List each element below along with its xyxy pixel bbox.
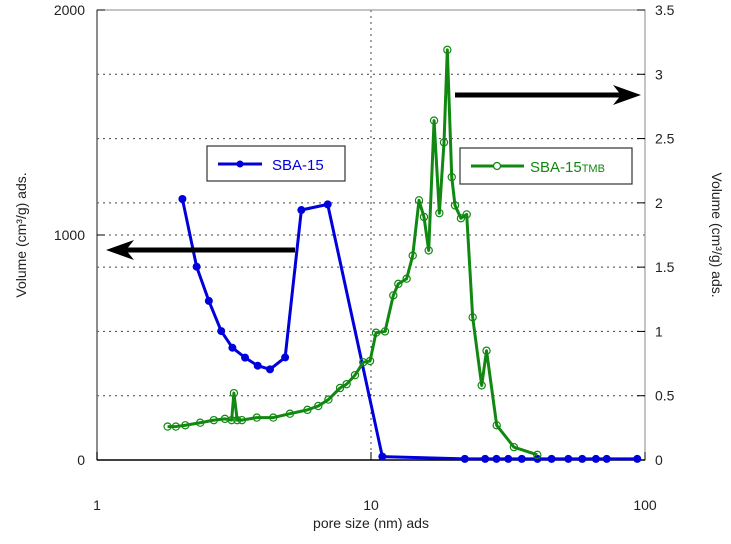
data-point — [227, 415, 236, 425]
data-point — [424, 246, 433, 255]
legend-label-sba15: SBA-15 — [272, 157, 324, 174]
data-point — [371, 328, 381, 337]
data-point — [468, 313, 477, 322]
data-point — [241, 353, 250, 362]
y-right-tick-label: 0.5 — [655, 388, 675, 404]
data-point — [419, 212, 429, 222]
data-point — [450, 201, 460, 210]
data-point — [481, 454, 490, 463]
data-point — [237, 415, 247, 425]
svg-text:SBA-15TMB: SBA-15TMB — [530, 159, 605, 176]
data-point — [456, 214, 466, 223]
data-point — [492, 454, 501, 463]
data-point — [443, 45, 452, 55]
y-right-tick-label: 1.5 — [655, 259, 675, 275]
data-point — [547, 454, 556, 463]
grid — [97, 10, 645, 460]
legend-label-suffix: TMB — [582, 163, 605, 175]
data-point — [303, 405, 312, 415]
left-arrow — [106, 240, 295, 260]
x-tick-label: 1 — [93, 497, 101, 513]
right-arrow — [455, 85, 641, 105]
data-point — [228, 343, 237, 352]
data-point — [504, 454, 513, 463]
y-right-tick-label: 0 — [655, 452, 663, 468]
y-right-tick-label: 3.5 — [655, 2, 675, 18]
data-point — [335, 383, 345, 393]
data-point — [439, 138, 449, 147]
series — [163, 45, 642, 463]
data-point — [462, 210, 471, 219]
data-point — [217, 327, 226, 336]
x-tick-label: 10 — [363, 497, 379, 513]
data-point — [163, 422, 172, 431]
data-point — [266, 365, 275, 374]
data-point — [252, 413, 261, 422]
y-right-tick-label: 2 — [655, 195, 663, 211]
data-point — [408, 251, 417, 260]
data-point — [435, 208, 444, 218]
y-right-tick-label: 1 — [655, 323, 663, 339]
data-point — [209, 415, 219, 425]
data-point — [350, 370, 360, 380]
legend-sba15: SBA-15 — [206, 145, 346, 182]
data-point — [414, 196, 424, 205]
data-point — [429, 116, 439, 125]
y-left-tick-label: 0 — [77, 452, 85, 468]
data-point — [380, 327, 390, 336]
data-point — [324, 395, 333, 404]
data-point — [633, 454, 642, 463]
data-point — [323, 200, 332, 209]
data-point — [378, 452, 387, 461]
data-point — [195, 418, 205, 427]
series-line-sba-15tmb-tmb — [167, 48, 538, 457]
data-point — [533, 450, 542, 460]
legend-sba15tmb: SBA-15TMB — [459, 147, 633, 185]
y-right-axis-label: Volume (cm³/g) ads. — [709, 172, 725, 297]
data-point — [204, 296, 213, 305]
data-point — [389, 291, 398, 300]
data-point — [192, 262, 201, 271]
data-point — [233, 415, 242, 425]
data-point — [181, 421, 190, 430]
y-right-tick-label: 3 — [655, 66, 663, 82]
data-point — [342, 379, 351, 389]
y-left-tick-label: 1000 — [54, 227, 85, 243]
data-point — [171, 422, 181, 431]
data-point — [602, 454, 611, 463]
data-point — [509, 442, 519, 452]
data-point — [492, 421, 501, 430]
data-point — [482, 346, 491, 355]
data-point — [460, 454, 469, 463]
data-point — [564, 454, 573, 463]
data-point — [591, 454, 600, 463]
data-point — [477, 381, 486, 390]
x-axis-label: pore size (nm) ads — [313, 515, 429, 531]
data-point — [297, 206, 306, 215]
data-point — [178, 195, 187, 203]
data-point — [578, 454, 587, 463]
data-point — [229, 388, 239, 398]
data-point — [253, 361, 262, 370]
x-tick-label: 100 — [633, 497, 657, 513]
legend-label-sba15tmb: SBA-15 — [530, 159, 582, 176]
data-point — [402, 274, 411, 283]
data-point — [517, 454, 526, 463]
data-point — [281, 353, 290, 362]
y-left-tick-label: 2000 — [54, 2, 85, 18]
data-point — [285, 409, 295, 418]
data-point — [394, 279, 403, 289]
y-right-tick-label: 2.5 — [655, 131, 675, 147]
data-point — [447, 172, 456, 182]
data-point — [314, 401, 323, 411]
y-left-axis-label: Volume (cm³/g) ads. — [13, 172, 29, 297]
data-point — [269, 413, 278, 422]
data-point — [365, 356, 375, 366]
